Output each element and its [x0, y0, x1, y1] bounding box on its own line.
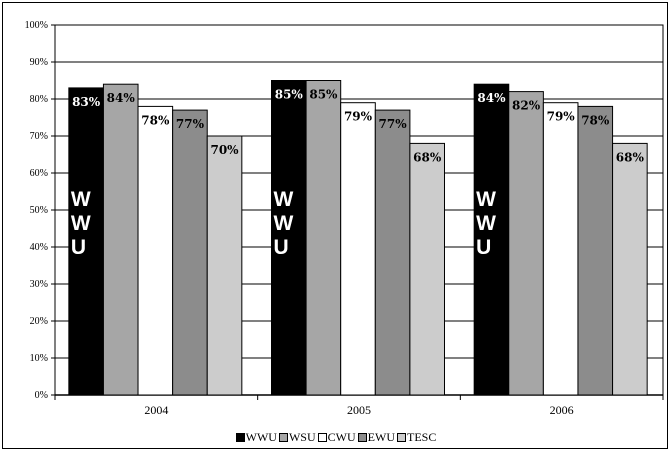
legend-label: EWU	[367, 430, 395, 444]
legend-swatch	[396, 433, 406, 442]
y-tick-label: 80%	[30, 94, 48, 105]
data-label: 82%	[512, 99, 541, 113]
category-label: 2006	[550, 403, 574, 417]
legend-label: CWU	[327, 430, 356, 444]
bar-annotation-letter: W	[71, 188, 91, 211]
bar-annotation-letter: W	[274, 188, 294, 211]
y-tick-label: 10%	[30, 353, 48, 364]
bar-annotation-letter: W	[274, 212, 294, 235]
data-label: 78%	[141, 113, 170, 127]
bar-wsu	[102, 83, 139, 396]
bar-tesc	[612, 142, 648, 396]
data-label: 79%	[547, 110, 576, 124]
legend: WWU WSU CWU EWU TESC	[0, 430, 672, 445]
category-label: 2004	[144, 403, 168, 417]
bar-annotation-letter: U	[476, 236, 491, 259]
bar-wsu	[508, 91, 544, 396]
data-label: 68%	[413, 150, 442, 164]
data-label: 68%	[616, 150, 645, 164]
data-label: 83%	[72, 95, 101, 109]
data-label: 84%	[107, 91, 136, 105]
bar-ewu	[577, 105, 614, 396]
legend-item: WWU	[235, 430, 277, 445]
legend-swatch	[357, 433, 367, 442]
legend-item: TESC	[396, 430, 437, 445]
data-label: 84%	[477, 91, 506, 105]
legend-label: TESC	[406, 430, 437, 444]
data-label: 85%	[309, 88, 338, 102]
bar-annotation-letter: W	[476, 188, 496, 211]
data-label: 70%	[210, 143, 239, 157]
bar-annotation-letter: W	[71, 212, 91, 235]
legend-swatch	[235, 433, 245, 442]
bar-wsu	[305, 80, 342, 396]
data-label: 78%	[581, 113, 610, 127]
y-tick-label: 30%	[30, 279, 48, 290]
legend-swatch	[278, 433, 288, 442]
legend-label: WWU	[245, 430, 277, 444]
legend-item: WSU	[278, 430, 316, 445]
y-tick-label: 20%	[30, 316, 48, 327]
bar-ewu	[172, 109, 208, 396]
legend-item: CWU	[317, 430, 356, 445]
bar-wwu	[68, 87, 104, 396]
data-label: 77%	[379, 117, 408, 131]
y-tick-label: 0%	[35, 390, 48, 401]
legend-item: EWU	[357, 430, 395, 445]
bar-cwu	[542, 102, 579, 396]
legend-label: WSU	[288, 430, 316, 444]
bar-cwu	[340, 102, 376, 396]
bar-ewu	[374, 109, 411, 396]
bar-tesc	[206, 135, 243, 396]
y-tick-label: 40%	[30, 242, 48, 253]
legend-swatch	[317, 433, 327, 442]
y-tick-label: 60%	[30, 168, 48, 179]
y-tick-label: 50%	[30, 205, 48, 216]
bar-annotation-letter: U	[274, 236, 289, 259]
data-label: 77%	[176, 117, 205, 131]
bar-cwu	[137, 105, 174, 396]
bar-annotation-letter: U	[71, 236, 86, 259]
category-label: 2005	[347, 403, 371, 417]
data-label: 79%	[344, 110, 373, 124]
data-label: 85%	[275, 88, 304, 102]
y-tick-label: 100%	[25, 20, 48, 31]
bar-tesc	[409, 142, 445, 396]
bar-wwu	[271, 80, 307, 396]
y-tick-label: 90%	[30, 57, 48, 68]
y-tick-label: 70%	[30, 131, 48, 142]
bar-annotation-letter: W	[476, 212, 496, 235]
